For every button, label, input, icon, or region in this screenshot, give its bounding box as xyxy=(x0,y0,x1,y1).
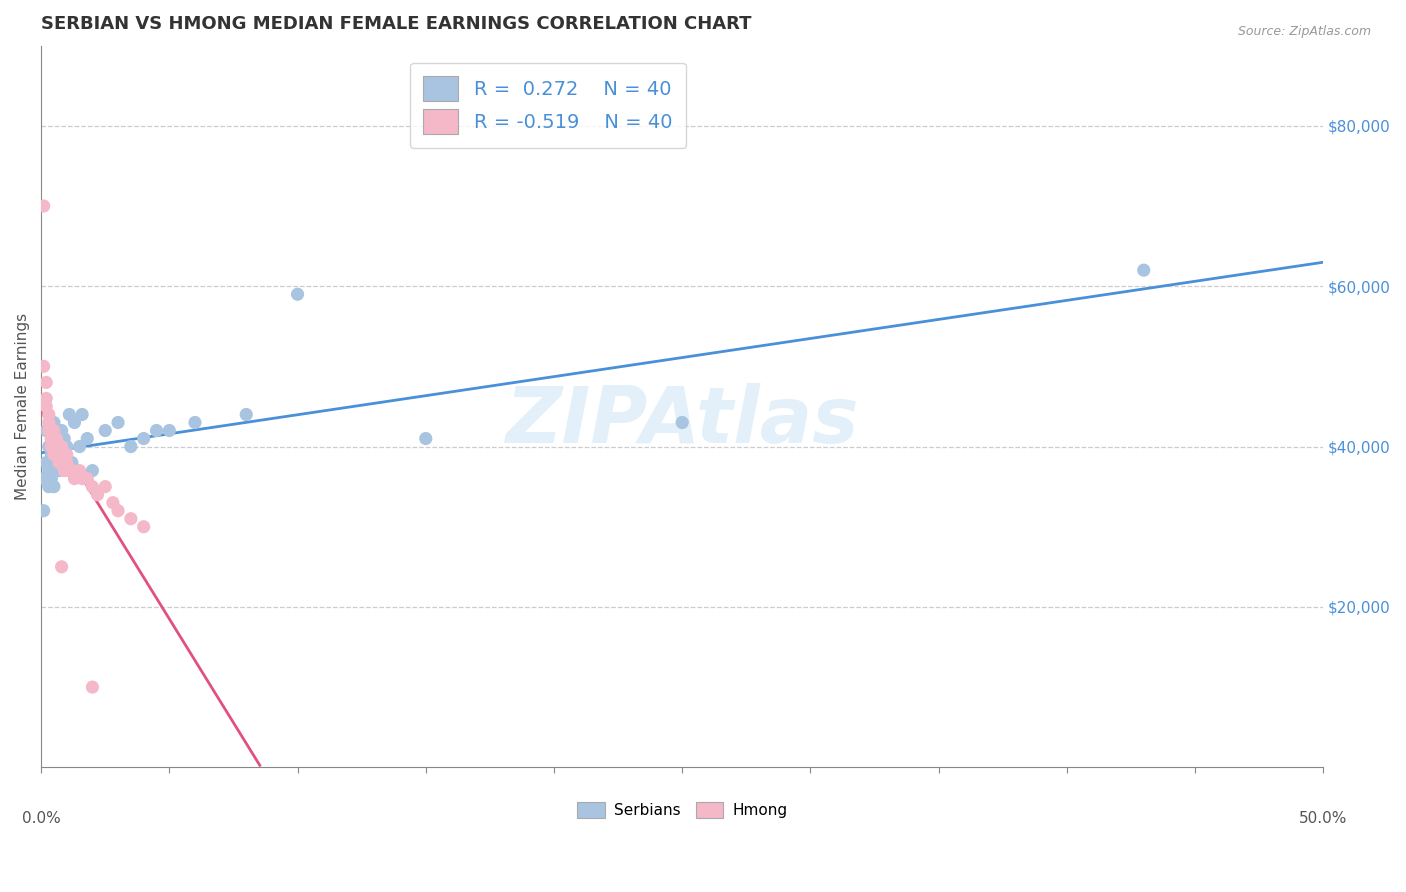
Point xyxy=(107,416,129,430)
Point xyxy=(69,440,91,454)
Point xyxy=(48,456,70,470)
Point xyxy=(45,424,67,438)
Point xyxy=(42,416,65,430)
Point xyxy=(32,199,55,213)
Point xyxy=(157,424,180,438)
Point xyxy=(32,504,55,518)
Point xyxy=(35,456,58,470)
Y-axis label: Median Female Earnings: Median Female Earnings xyxy=(15,313,30,500)
Point xyxy=(48,440,70,454)
Point xyxy=(42,456,65,470)
Point xyxy=(82,464,104,478)
Point xyxy=(235,408,257,422)
Point xyxy=(42,432,65,446)
Point xyxy=(51,559,73,574)
Point xyxy=(132,432,155,446)
Point xyxy=(55,456,77,470)
Point xyxy=(70,472,93,486)
Point xyxy=(415,432,437,446)
Point xyxy=(55,448,77,462)
Point xyxy=(48,456,70,470)
Point xyxy=(41,432,63,446)
Point xyxy=(38,416,60,430)
Point xyxy=(35,376,58,390)
Point xyxy=(41,440,63,454)
Point xyxy=(41,432,63,446)
Point xyxy=(38,424,60,438)
Point xyxy=(145,424,167,438)
Text: Source: ZipAtlas.com: Source: ZipAtlas.com xyxy=(1237,25,1371,38)
Point xyxy=(1132,263,1154,277)
Point xyxy=(60,464,83,478)
Text: 50.0%: 50.0% xyxy=(1299,811,1347,826)
Point xyxy=(48,464,70,478)
Point xyxy=(45,448,67,462)
Point xyxy=(53,432,76,446)
Point xyxy=(32,472,55,486)
Point xyxy=(38,440,60,454)
Point xyxy=(45,440,67,454)
Point xyxy=(76,472,98,486)
Point xyxy=(120,512,142,526)
Legend: Serbians, Hmong: Serbians, Hmong xyxy=(571,797,793,824)
Point xyxy=(69,464,91,478)
Point xyxy=(51,448,73,462)
Point xyxy=(101,496,124,510)
Point xyxy=(41,448,63,462)
Point xyxy=(120,440,142,454)
Point xyxy=(35,400,58,414)
Point xyxy=(86,488,108,502)
Point xyxy=(41,472,63,486)
Point xyxy=(76,432,98,446)
Point xyxy=(41,424,63,438)
Point xyxy=(53,464,76,478)
Point xyxy=(45,440,67,454)
Point xyxy=(671,416,693,430)
Point xyxy=(42,480,65,494)
Point xyxy=(53,456,76,470)
Text: ZIPAtlas: ZIPAtlas xyxy=(505,383,859,458)
Point xyxy=(42,424,65,438)
Point xyxy=(58,464,80,478)
Text: SERBIAN VS HMONG MEDIAN FEMALE EARNINGS CORRELATION CHART: SERBIAN VS HMONG MEDIAN FEMALE EARNINGS … xyxy=(41,15,752,33)
Point xyxy=(60,456,83,470)
Point xyxy=(63,416,86,430)
Point xyxy=(184,416,207,430)
Text: 0.0%: 0.0% xyxy=(21,811,60,826)
Point xyxy=(42,448,65,462)
Point xyxy=(38,480,60,494)
Point xyxy=(63,472,86,486)
Point xyxy=(51,440,73,454)
Point xyxy=(287,287,309,301)
Point xyxy=(35,424,58,438)
Point xyxy=(51,424,73,438)
Point xyxy=(94,424,117,438)
Point xyxy=(82,480,104,494)
Point xyxy=(132,520,155,534)
Point xyxy=(32,359,55,374)
Point xyxy=(58,408,80,422)
Point xyxy=(107,504,129,518)
Point xyxy=(70,408,93,422)
Point xyxy=(38,408,60,422)
Point xyxy=(45,432,67,446)
Point xyxy=(82,680,104,694)
Point xyxy=(94,480,117,494)
Point xyxy=(51,448,73,462)
Point xyxy=(35,392,58,406)
Point xyxy=(38,464,60,478)
Point xyxy=(55,440,77,454)
